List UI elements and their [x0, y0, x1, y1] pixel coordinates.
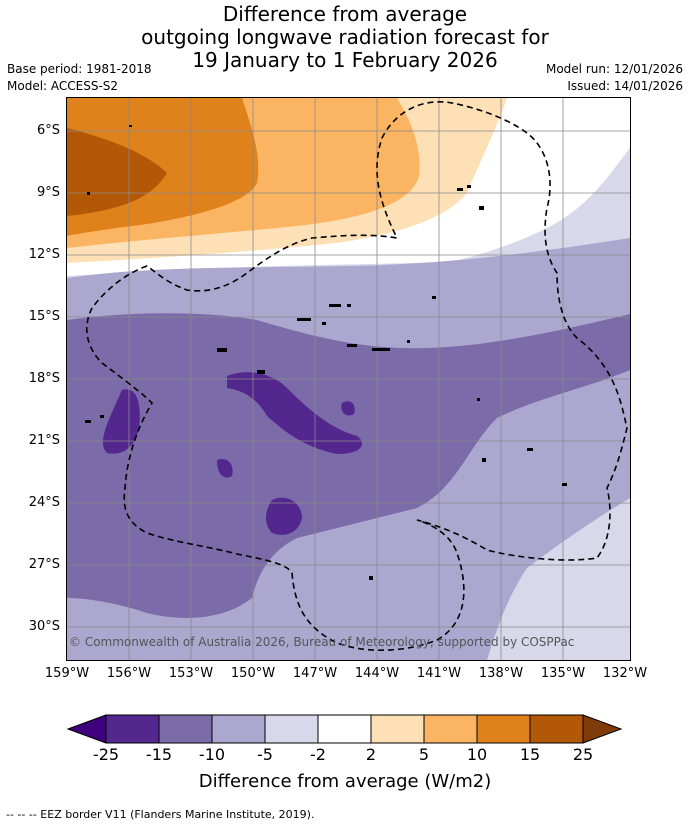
model-name: Model: ACCESS-S2 [7, 79, 119, 93]
colorbar-swatch-2 [158, 714, 213, 744]
map-border [66, 97, 631, 661]
lon-label-150w: 150°W [230, 666, 276, 681]
colorbar-swatch-5 [317, 714, 372, 744]
colorbar-swatch-3 [211, 714, 266, 744]
colorbar-label: Difference from average (W/m2) [198, 771, 492, 792]
eez-legend-note: -- -- -- EEZ border V11 (Flanders Marine… [6, 808, 315, 821]
lat-label-24s: 24°S [28, 495, 60, 510]
colorbar-tick: 15 [519, 745, 541, 764]
colorbar-tick: -5 [257, 745, 273, 764]
colorbar-swatch-9 [529, 714, 584, 744]
title-line-3: 19 January to 1 February 2026 [192, 48, 498, 72]
model-run: Model run: 12/01/2026 [545, 62, 683, 76]
lat-label-6s: 6°S [36, 123, 60, 138]
lon-label-135w: 135°W [540, 666, 586, 681]
anomaly-strong-patch-small [217, 458, 233, 478]
colorbar-tick: 2 [365, 745, 377, 764]
lon-label-138w: 138°W [478, 666, 524, 681]
colorbar-tick: 5 [418, 745, 430, 764]
colorbar-swatch-1 [105, 714, 160, 744]
lat-label-9s: 9°S [36, 185, 60, 200]
map-panel: © Commonwealth of Australia 2026, Bureau… [67, 98, 630, 660]
islands [85, 125, 567, 580]
anomaly-brown-region [67, 128, 167, 216]
lat-label-27s: 27°S [28, 557, 60, 572]
colorbar-swatch-6 [370, 714, 425, 744]
anomaly-deep-purple-region [67, 313, 630, 618]
anomaly-southeast-light-region [487, 498, 630, 660]
lat-label-12s: 12°S [28, 247, 60, 262]
title-line-2: outgoing longwave radiation forecast for [141, 25, 549, 49]
colorbar-tick: 25 [572, 745, 594, 764]
base-period: Base period: 1981-2018 [7, 62, 152, 76]
lon-label-153w: 153°W [168, 666, 214, 681]
lat-label-15s: 15°S [28, 309, 60, 324]
graticule [67, 98, 630, 660]
colorbar [66, 714, 623, 744]
lon-label-144w: 144°W [354, 666, 400, 681]
anomaly-strong-patch-south [265, 497, 302, 535]
colorbar-swatch-lowest [66, 714, 107, 744]
anomaly-strong-patch-west [102, 389, 140, 454]
lat-label-21s: 21°S [28, 433, 60, 448]
title-line-1: Difference from average [222, 2, 468, 26]
lon-label-159w: 159°W [44, 666, 90, 681]
copyright-notice: © Commonwealth of Australia 2026, Bureau… [69, 635, 575, 649]
olr-anomaly-map [67, 98, 630, 660]
colorbar-swatch-4 [264, 714, 319, 744]
colorbar-swatch-7 [423, 714, 478, 744]
colorbar-tick: -10 [198, 745, 226, 764]
anomaly-strong-patch-tiny [341, 401, 355, 416]
colorbar-tick: -15 [145, 745, 173, 764]
colorbar-tick: -25 [92, 745, 120, 764]
lon-label-132w: 132°W [602, 666, 648, 681]
issued-date: Issued: 14/01/2026 [567, 79, 683, 93]
colorbar-tick: -2 [310, 745, 326, 764]
lon-label-156w: 156°W [106, 666, 152, 681]
anomaly-strong-patch-central [227, 372, 363, 454]
lat-label-18s: 18°S [28, 371, 60, 386]
lon-label-141w: 141°W [416, 666, 462, 681]
lat-label-30s: 30°S [28, 619, 60, 634]
colorbar-swatch-highest [582, 714, 623, 744]
anomaly-east-light-region [447, 148, 630, 263]
lon-label-147w: 147°W [292, 666, 338, 681]
colorbar-swatch-8 [476, 714, 531, 744]
colorbar-tick: 10 [466, 745, 488, 764]
